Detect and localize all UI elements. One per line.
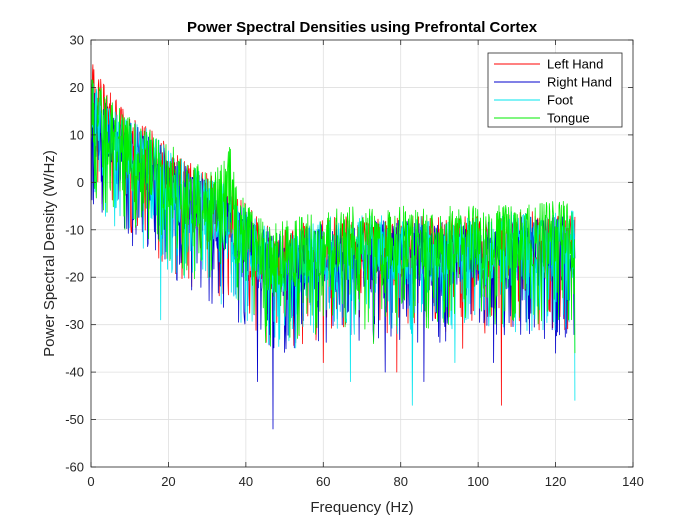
y-tick-label: 0: [77, 175, 84, 190]
x-tick-label: 0: [87, 474, 94, 489]
y-tick-label: 30: [70, 33, 84, 48]
y-tick-label: -40: [65, 365, 84, 380]
y-tick-label: 20: [70, 80, 84, 95]
x-tick-label: 40: [239, 474, 253, 489]
legend-label: Left Hand: [547, 57, 603, 72]
y-tick-label: -60: [65, 460, 84, 475]
axes-frame: [90, 39, 634, 468]
x-tick-label: 80: [393, 474, 407, 489]
legend-label: Foot: [547, 93, 573, 108]
x-tick-label: 120: [545, 474, 567, 489]
legend-label: Right Hand: [547, 75, 612, 90]
legend: Left Hand Right Hand Foot Tongue: [487, 52, 623, 128]
series-layer: [91, 64, 576, 430]
tick-labels: 0 20 40 60 80 100 120 140 -60 -50 -40 -30 -20 -10 0 10 2…: [65, 33, 644, 490]
y-tick-label: -10: [65, 222, 84, 237]
x-axis-title: Frequency (Hz): [310, 499, 413, 516]
ticks: [90, 39, 634, 468]
y-tick-label: -30: [65, 317, 84, 332]
legend-box: [487, 52, 623, 128]
series-line-tongue: [91, 79, 576, 354]
y-tick-label: -20: [65, 270, 84, 285]
x-tick-label: 60: [316, 474, 330, 489]
legend-label: Tongue: [547, 111, 590, 126]
x-tick-label: 20: [161, 474, 175, 489]
chart-title: Power Spectral Densities using Prefronta…: [187, 19, 538, 36]
y-tick-label: -50: [65, 412, 84, 427]
y-tick-label: 10: [70, 127, 84, 142]
x-tick-label: 140: [622, 474, 644, 489]
x-tick-label: 100: [467, 474, 489, 489]
y-axis-title: Power Spectral Density (W/Hz): [41, 150, 58, 357]
